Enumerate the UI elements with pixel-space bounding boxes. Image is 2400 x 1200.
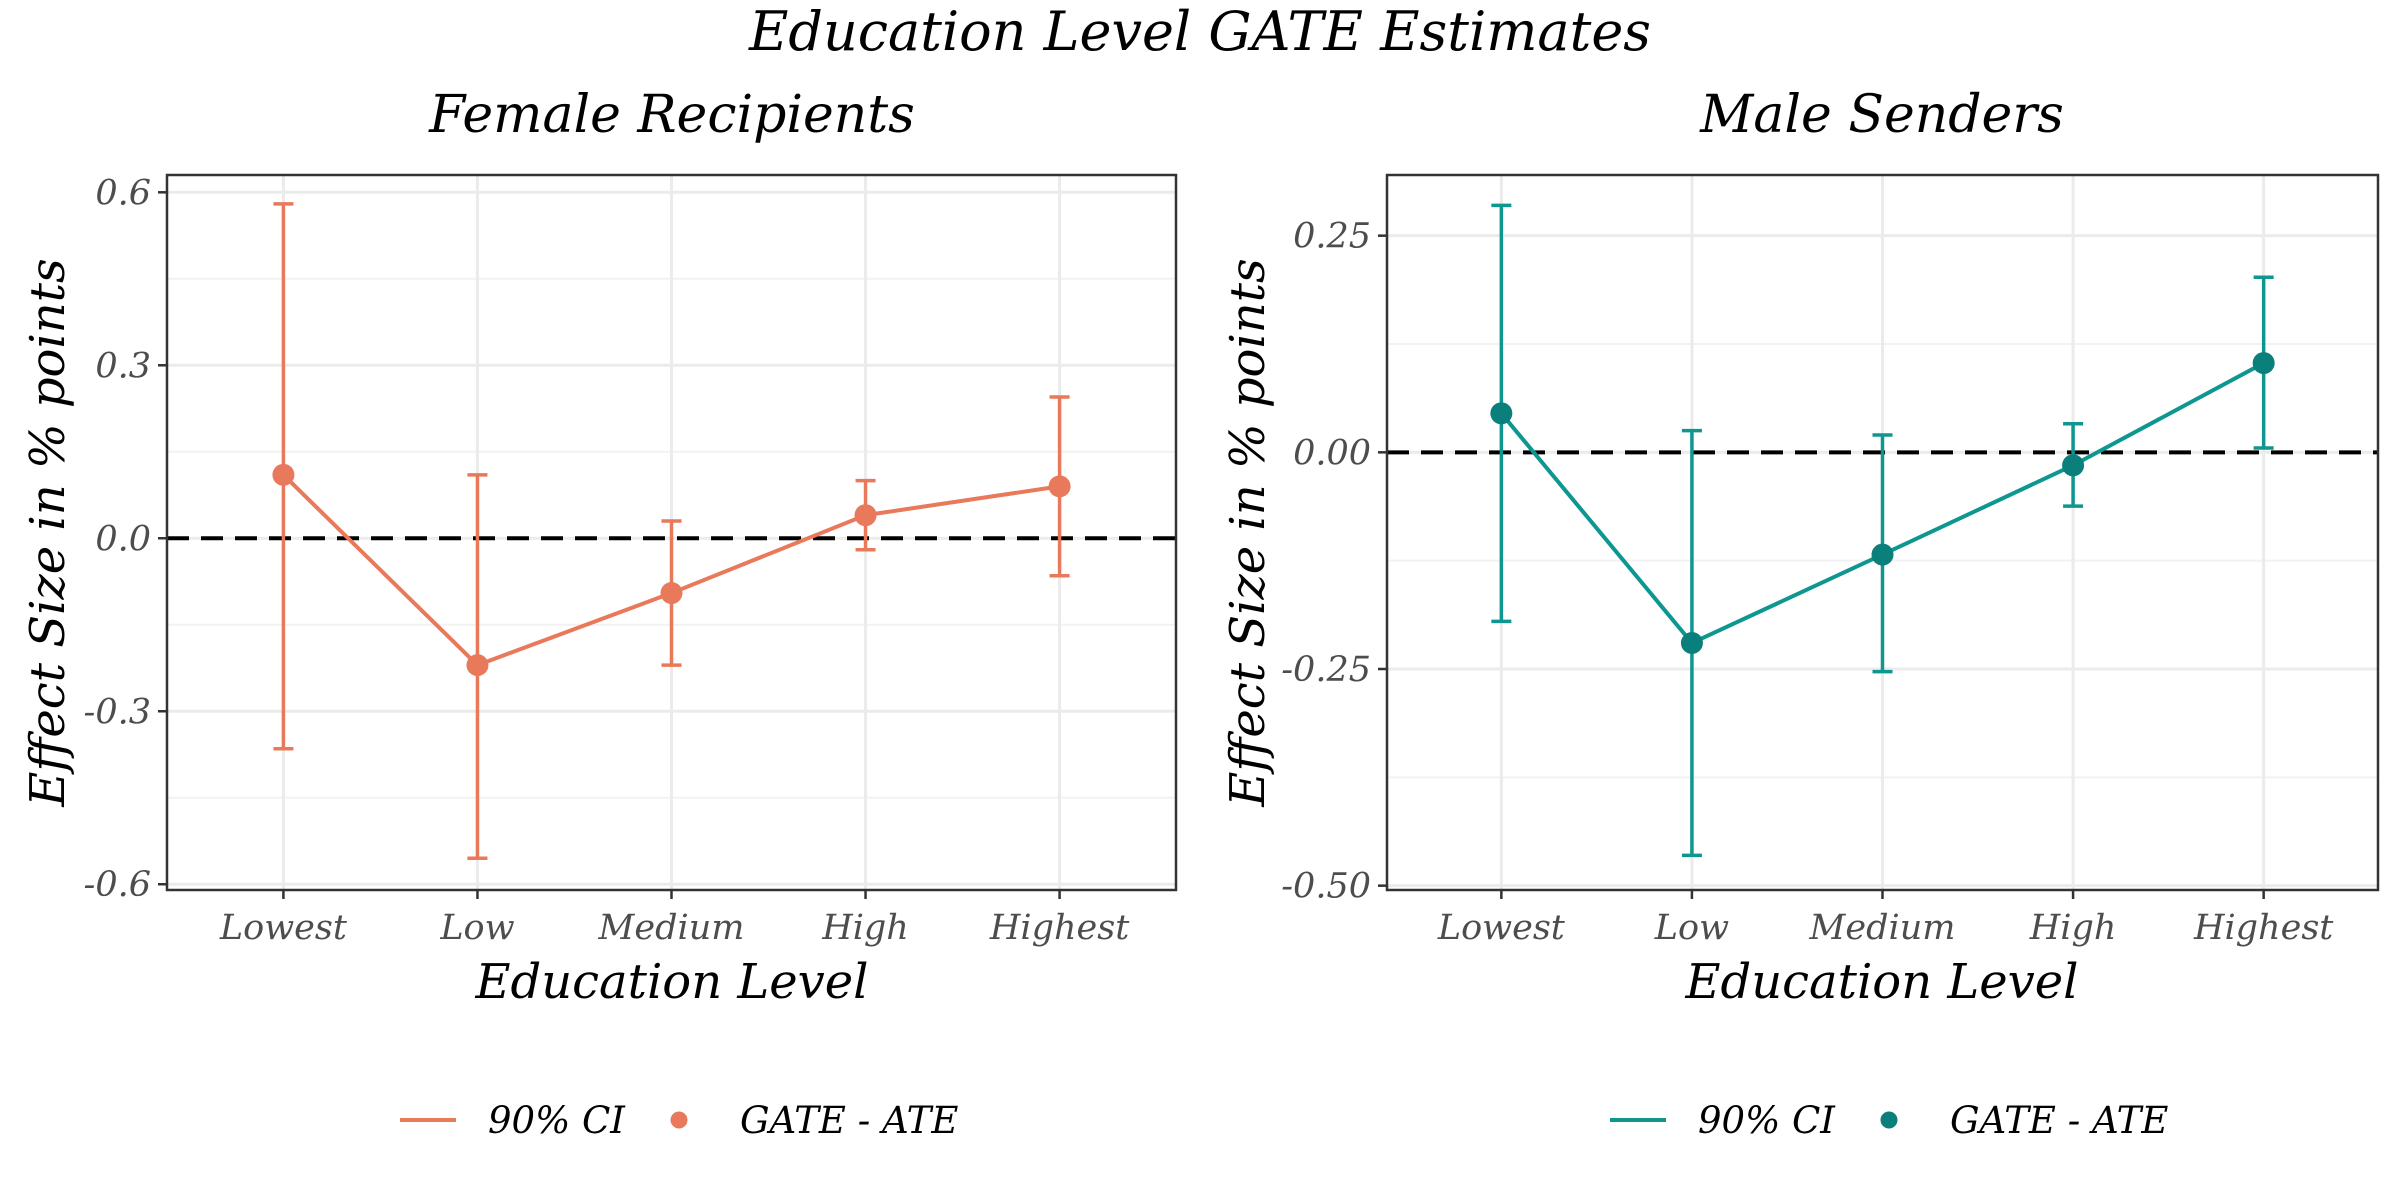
x-tick-label: Highest [2193, 908, 2334, 948]
x-tick-label: Medium [1809, 908, 1956, 948]
y-tick-label: 0.25 [1293, 217, 1371, 257]
legend-point-swatch [670, 1111, 688, 1129]
estimate-point [854, 504, 877, 527]
legend-label-estimate: GATE - ATE [740, 1099, 958, 1142]
estimate-point [1048, 475, 1071, 498]
estimate-point [660, 582, 683, 605]
x-tick-label: Low [1654, 908, 1729, 948]
y-tick-label: -0.50 [1281, 867, 1371, 907]
y-tick-label: 0.6 [95, 173, 151, 213]
y-tick-label: 0.0 [95, 519, 151, 559]
estimate-point [2252, 352, 2275, 375]
legend-label-ci: 90% CI [1698, 1099, 1836, 1142]
estimate-point [1680, 632, 1703, 654]
x-tick-label: Highest [989, 908, 1130, 948]
estimate-point [272, 463, 295, 486]
y-tick-label: 0.3 [95, 346, 151, 386]
legend: 90% CI GATE - ATE [1610, 1099, 2168, 1142]
panel-female-recipients: -0.6 -0.3 0.0 0.3 0.6 Lowest Low Medium High High… [20, 85, 1178, 1142]
legend-point-swatch [1880, 1111, 1898, 1129]
x-tick-label: Low [439, 908, 514, 948]
legend-label-estimate: GATE - ATE [1950, 1099, 2168, 1142]
x-tick-label: High [821, 908, 909, 948]
y-tick-label: -0.6 [84, 865, 152, 905]
figure-title: Education Level GATE Estimates [748, 0, 1651, 63]
x-tick-label: Medium [598, 908, 745, 948]
y-axis-label: Effect Size in % points [1220, 258, 1276, 807]
estimate-point [1490, 402, 1513, 425]
estimate-point [466, 654, 489, 677]
legend-label-ci: 90% CI [488, 1099, 626, 1142]
estimate-point [1871, 543, 1894, 566]
panel-title: Female Recipients [428, 85, 915, 145]
x-tick-label: Lowest [219, 908, 348, 948]
y-tick-label: -0.3 [84, 692, 152, 732]
legend: 90% CI GATE - ATE [400, 1099, 958, 1142]
y-axis-label: Effect Size in % points [20, 258, 76, 807]
x-axis-label: Education Level [474, 954, 868, 1010]
x-axis-label: Education Level [1684, 954, 2078, 1010]
x-tick-label: High [2029, 908, 2117, 948]
y-tick-label: 0.00 [1293, 433, 1371, 473]
x-tick-label: Lowest [1437, 908, 1566, 948]
panel-male-senders: -0.50 -0.25 0.00 0.25 Lowest Low Medium High Hig… [1220, 85, 2380, 1142]
panel-title: Male Senders [1699, 85, 2064, 145]
estimate-point [2062, 454, 2085, 477]
y-tick-label: -0.25 [1281, 650, 1371, 690]
